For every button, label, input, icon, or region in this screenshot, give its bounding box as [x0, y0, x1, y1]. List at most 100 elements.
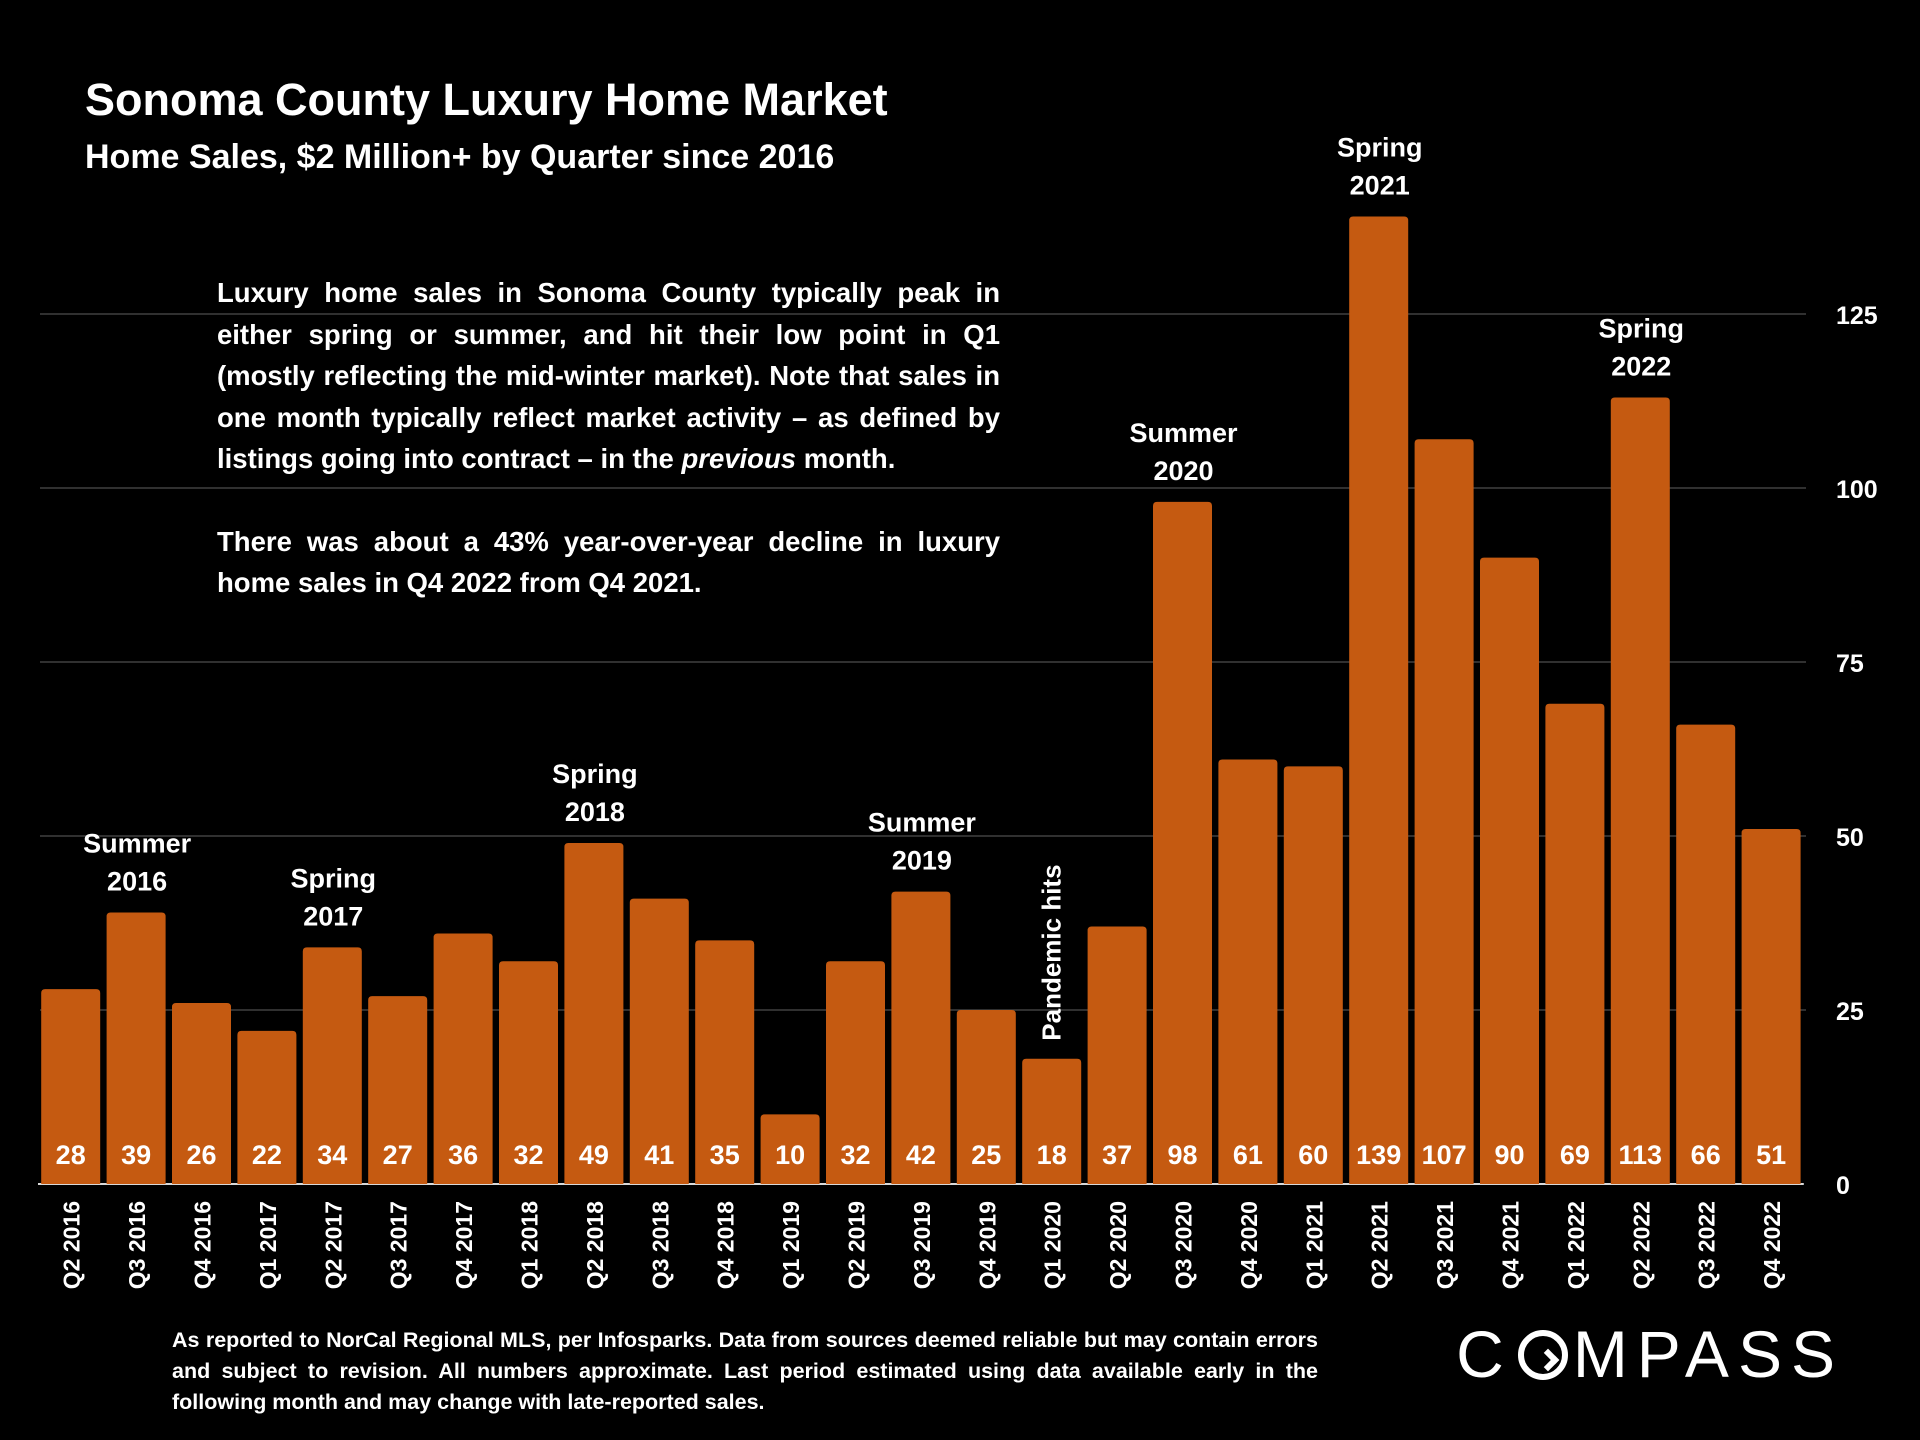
data-label: 32 [513, 1140, 543, 1170]
x-tick-label: Q3 2019 [909, 1201, 935, 1289]
data-label: 35 [710, 1140, 740, 1170]
x-tick-label: Q2 2021 [1367, 1201, 1393, 1289]
data-label: 28 [56, 1140, 86, 1170]
data-label: 49 [579, 1140, 609, 1170]
data-label: 139 [1356, 1140, 1401, 1170]
x-tick-label: Q4 2022 [1759, 1201, 1785, 1289]
annotation-label: Summer [1129, 418, 1238, 448]
bar [499, 961, 558, 1184]
x-tick-label: Q3 2020 [1171, 1201, 1197, 1289]
y-tick-label: 25 [1836, 998, 1864, 1026]
data-label: 66 [1691, 1140, 1721, 1170]
data-label: 34 [317, 1140, 347, 1170]
bar [41, 989, 101, 1184]
y-tick-label: 50 [1836, 824, 1864, 852]
x-tick-label: Q2 2018 [582, 1201, 608, 1289]
annotations: Summer 2016 Spring 2017 Spring 2018 Summer 2019… [83, 133, 1684, 1041]
x-tick-label: Q2 2017 [320, 1201, 346, 1289]
bar [172, 1003, 231, 1184]
x-tick-label: Q1 2021 [1301, 1201, 1327, 1289]
x-axis-ticks: Q2 2016 Q3 2016 Q4 2016 Q1 2017 Q2 2017 Q3 20… [59, 1201, 1785, 1289]
x-tick-label: Q4 2016 [190, 1201, 216, 1289]
x-tick-label: Q1 2022 [1563, 1201, 1589, 1289]
bar [1218, 759, 1278, 1184]
data-label: 51 [1756, 1140, 1786, 1170]
chart-subtitle: Home Sales, $2 Million+ by Quarter since… [85, 138, 835, 176]
commentary-box: Luxury home sales in Sonoma County typic… [217, 272, 1000, 645]
data-label: 18 [1037, 1140, 1067, 1170]
logo-letters-rest: MPASS [1572, 1317, 1844, 1391]
annotation-label: 2017 [303, 901, 363, 931]
x-tick-label: Q4 2019 [974, 1201, 1000, 1289]
data-label: 69 [1560, 1140, 1590, 1170]
bar [564, 842, 624, 1184]
x-tick-label: Q3 2018 [647, 1201, 673, 1289]
x-tick-label: Q4 2018 [713, 1201, 739, 1289]
commentary-text-b: month. [796, 443, 896, 474]
bar [237, 1030, 297, 1184]
annotation-label: Pandemic hits [1037, 864, 1067, 1040]
bar [760, 1114, 820, 1184]
commentary-emphasis: previous [681, 443, 797, 474]
x-tick-label: Q3 2022 [1694, 1201, 1720, 1289]
annotation-label: 2021 [1350, 171, 1410, 201]
annotation-label: Summer [868, 808, 977, 838]
bar [956, 1010, 1016, 1184]
bar [1414, 439, 1474, 1184]
annotation-label: Spring [1337, 133, 1423, 163]
data-label: 98 [1167, 1140, 1197, 1170]
bar [695, 940, 755, 1184]
bar [1153, 501, 1212, 1184]
annotation-label: Spring [1599, 314, 1685, 344]
annotation-label: 2019 [892, 846, 952, 876]
data-label: 39 [121, 1140, 151, 1170]
logo-compass-o-icon [1517, 1330, 1568, 1380]
annotation-label: 2018 [565, 797, 625, 827]
bar [1610, 397, 1670, 1184]
bar [1349, 216, 1409, 1184]
bar [1022, 1058, 1082, 1184]
annotation-label: 2022 [1611, 352, 1671, 382]
bar [433, 933, 493, 1184]
annotation-label: Summer [83, 829, 192, 859]
data-label: 36 [448, 1140, 478, 1170]
bar [368, 996, 428, 1184]
annotation-label: Spring [291, 863, 377, 893]
bars [41, 216, 1801, 1184]
data-label: 10 [775, 1140, 805, 1170]
data-label: 61 [1233, 1140, 1263, 1170]
x-tick-label: Q3 2021 [1432, 1201, 1458, 1289]
data-label: 26 [186, 1140, 216, 1170]
data-label: 22 [252, 1140, 282, 1170]
y-tick-label: 100 [1836, 476, 1878, 504]
commentary-text-a: Luxury home sales in Sonoma County typic… [217, 277, 1000, 474]
data-label: 41 [644, 1140, 674, 1170]
data-label: 42 [906, 1140, 936, 1170]
x-tick-label: Q3 2016 [124, 1201, 150, 1289]
x-tick-label: Q2 2022 [1628, 1201, 1654, 1289]
data-label: 25 [971, 1140, 1001, 1170]
x-tick-label: Q4 2020 [1236, 1201, 1262, 1289]
data-labels: 28 39 26 22 34 27 36 32 49 41 35 10 32 42 25 18 37 98 61 60… [56, 1140, 1786, 1170]
y-tick-label: 125 [1836, 302, 1878, 330]
bar [1741, 829, 1801, 1184]
annotation-label: Spring [552, 759, 638, 789]
data-label: 60 [1298, 1140, 1328, 1170]
bar [826, 961, 885, 1184]
x-tick-label: Q2 2020 [1105, 1201, 1131, 1289]
y-axis-ticks: 0 25 50 75 100 125 [1836, 302, 1878, 1200]
chart-title: Sonoma County Luxury Home Market [85, 74, 888, 125]
bar [302, 947, 362, 1184]
annotation-label: 2020 [1153, 456, 1213, 486]
data-label: 90 [1494, 1140, 1524, 1170]
data-label: 32 [840, 1140, 870, 1170]
y-tick-label: 0 [1836, 1172, 1850, 1200]
bar [629, 898, 689, 1184]
data-label: 37 [1102, 1140, 1132, 1170]
bar [1676, 724, 1736, 1184]
compass-logo: C MPASS [1456, 1316, 1844, 1392]
bar [1480, 557, 1539, 1184]
x-tick-label: Q2 2019 [844, 1201, 870, 1289]
source-footnote: As reported to NorCal Regional MLS, per … [172, 1328, 1318, 1414]
